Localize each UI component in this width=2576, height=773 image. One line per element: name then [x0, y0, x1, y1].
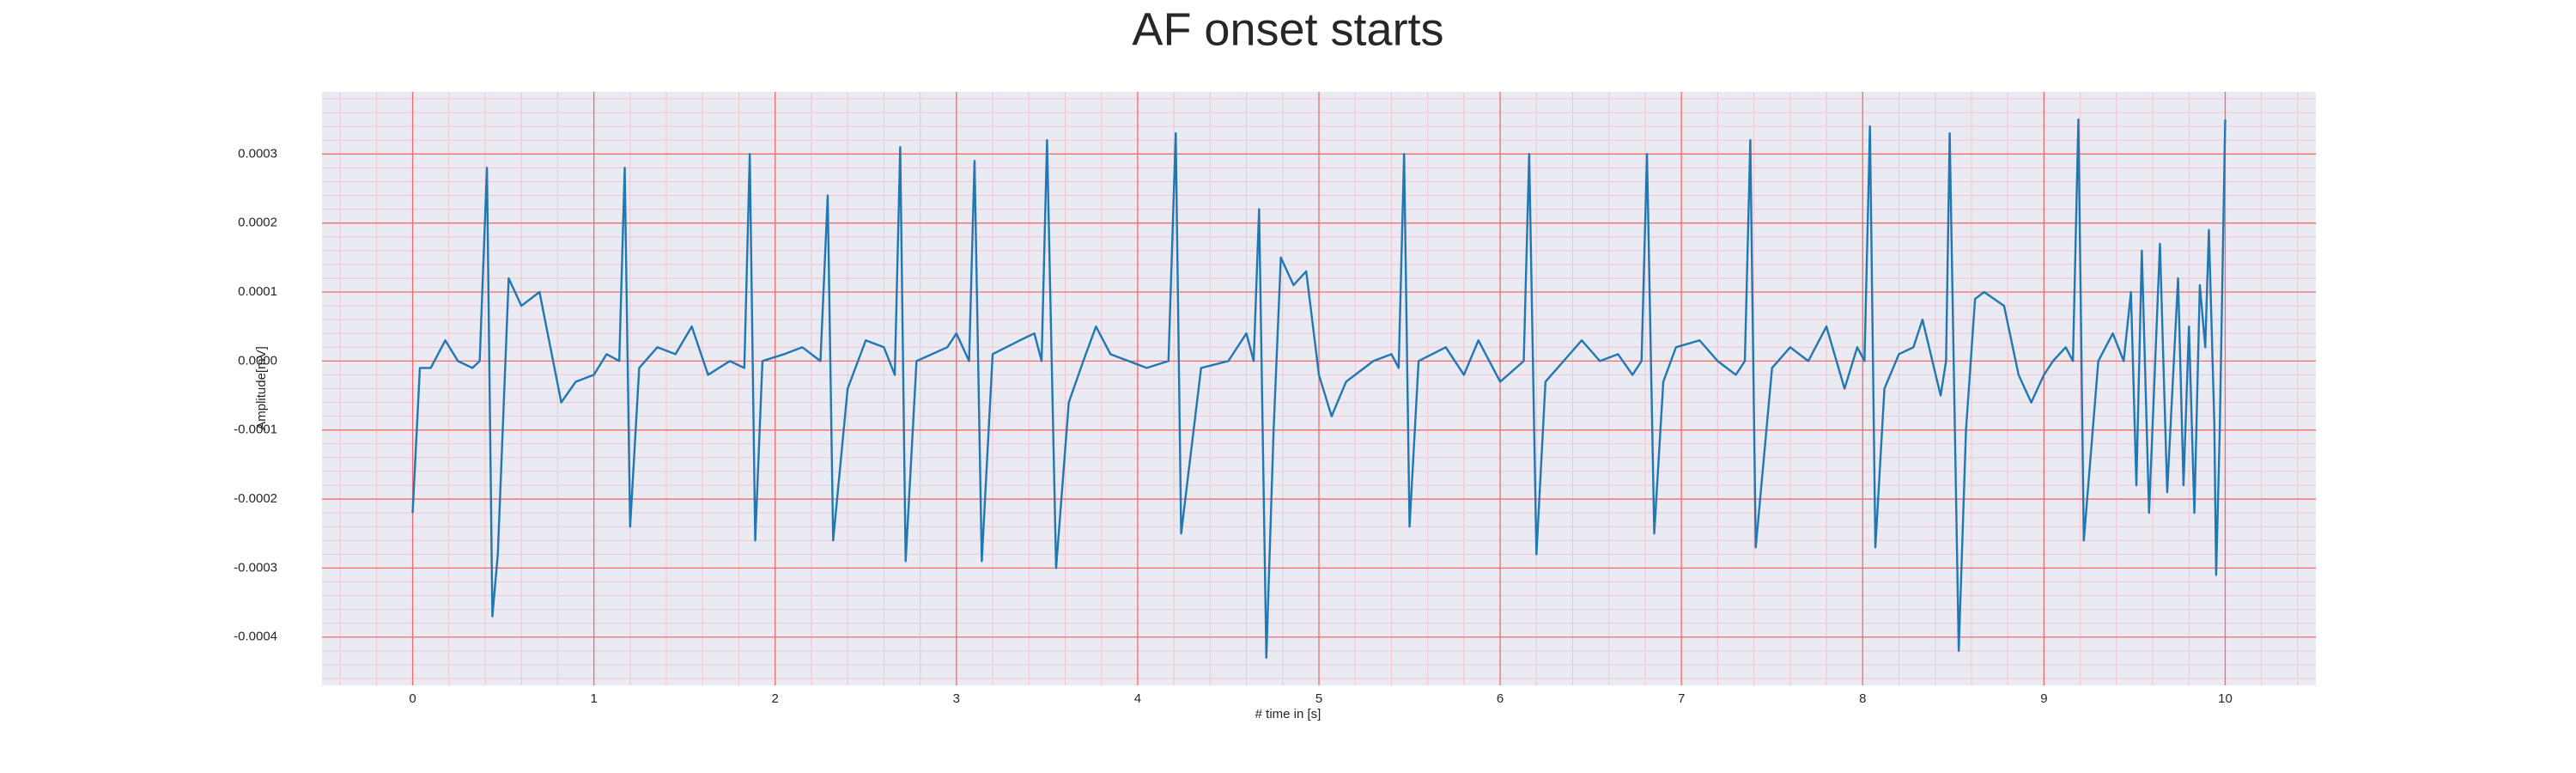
x-tick-label: 3 [953, 691, 960, 706]
x-tick-label: 2 [772, 691, 779, 706]
y-tick-label: -0.0003 [234, 560, 277, 575]
x-tick-label: 9 [2040, 691, 2047, 706]
signal-line [411, 118, 2227, 660]
y-tick-label: 0.0002 [238, 216, 277, 230]
y-tick-label: 0.0000 [238, 353, 277, 368]
x-tick-label: 1 [590, 691, 597, 706]
x-tick-label: 8 [1859, 691, 1866, 706]
x-tick-label: 0 [409, 691, 416, 706]
y-tick-label: -0.0001 [234, 423, 277, 437]
x-tick-label: 5 [1315, 691, 1322, 706]
y-axis-label: Amplitude[mV] [254, 346, 269, 430]
x-tick-label: 4 [1134, 691, 1141, 706]
chart-title: AF onset starts [1132, 3, 1443, 55]
y-tick-label: 0.0001 [238, 284, 277, 299]
y-tick-label: -0.0002 [234, 491, 277, 506]
x-tick-label: 6 [1497, 691, 1504, 706]
x-axis-label: # time in [s] [1255, 707, 1321, 721]
x-tick-label: 7 [1678, 691, 1685, 706]
x-tick-label: 10 [2218, 691, 2233, 706]
y-tick-label: -0.0004 [234, 630, 277, 644]
y-tick-label: 0.0003 [238, 146, 277, 161]
